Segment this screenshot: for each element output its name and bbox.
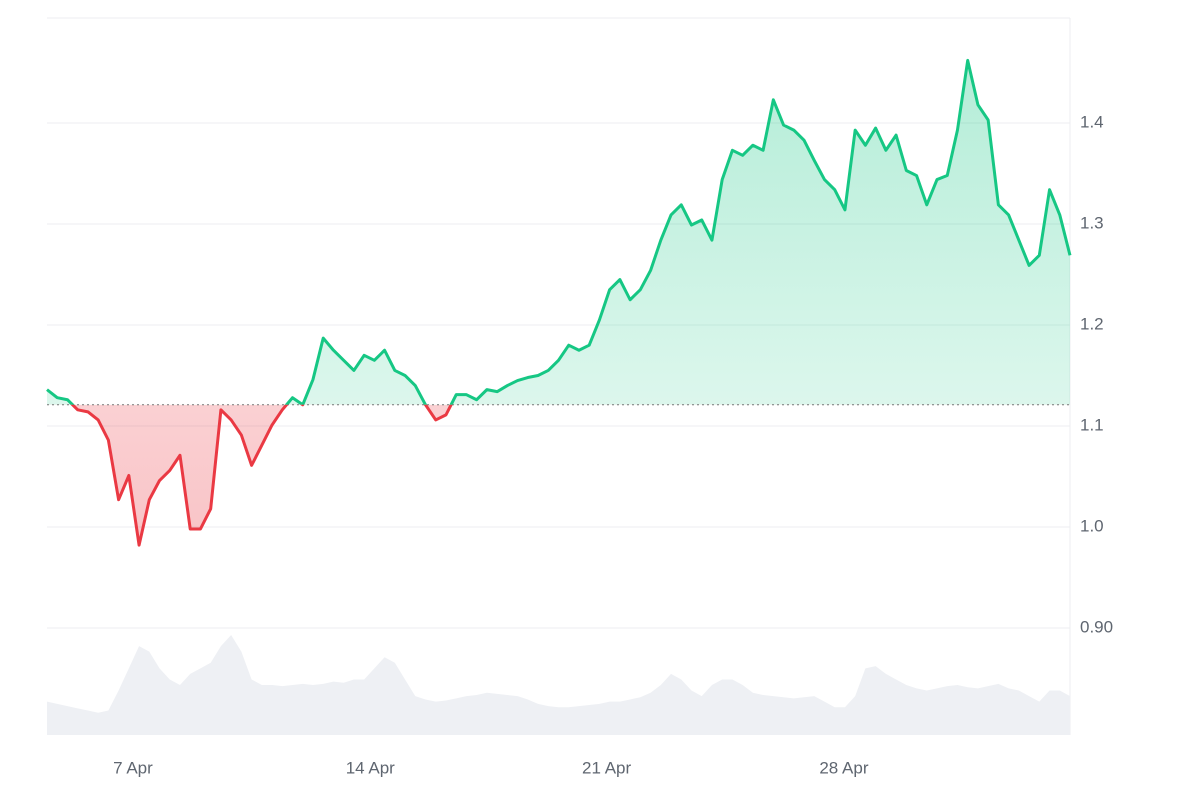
- x-tick-label: 14 Apr: [346, 758, 395, 777]
- x-tick-label: 21 Apr: [582, 758, 631, 777]
- area-down: [72, 404, 452, 546]
- y-tick-label: 1.3: [1080, 213, 1104, 232]
- area-up: [47, 60, 1070, 405]
- y-tick-label: 0.90: [1080, 617, 1113, 636]
- y-tick-label: 1.1: [1080, 415, 1104, 434]
- volume-area: [47, 635, 1070, 735]
- x-tick-label: 7 Apr: [113, 758, 153, 777]
- price-line-down: [70, 404, 453, 547]
- y-tick-label: 1.0: [1080, 516, 1104, 535]
- x-tick-label: 28 Apr: [819, 758, 868, 777]
- price-line-up: [46, 58, 1072, 405]
- y-tick-label: 1.4: [1080, 113, 1104, 132]
- y-tick-label: 1.2: [1080, 314, 1104, 333]
